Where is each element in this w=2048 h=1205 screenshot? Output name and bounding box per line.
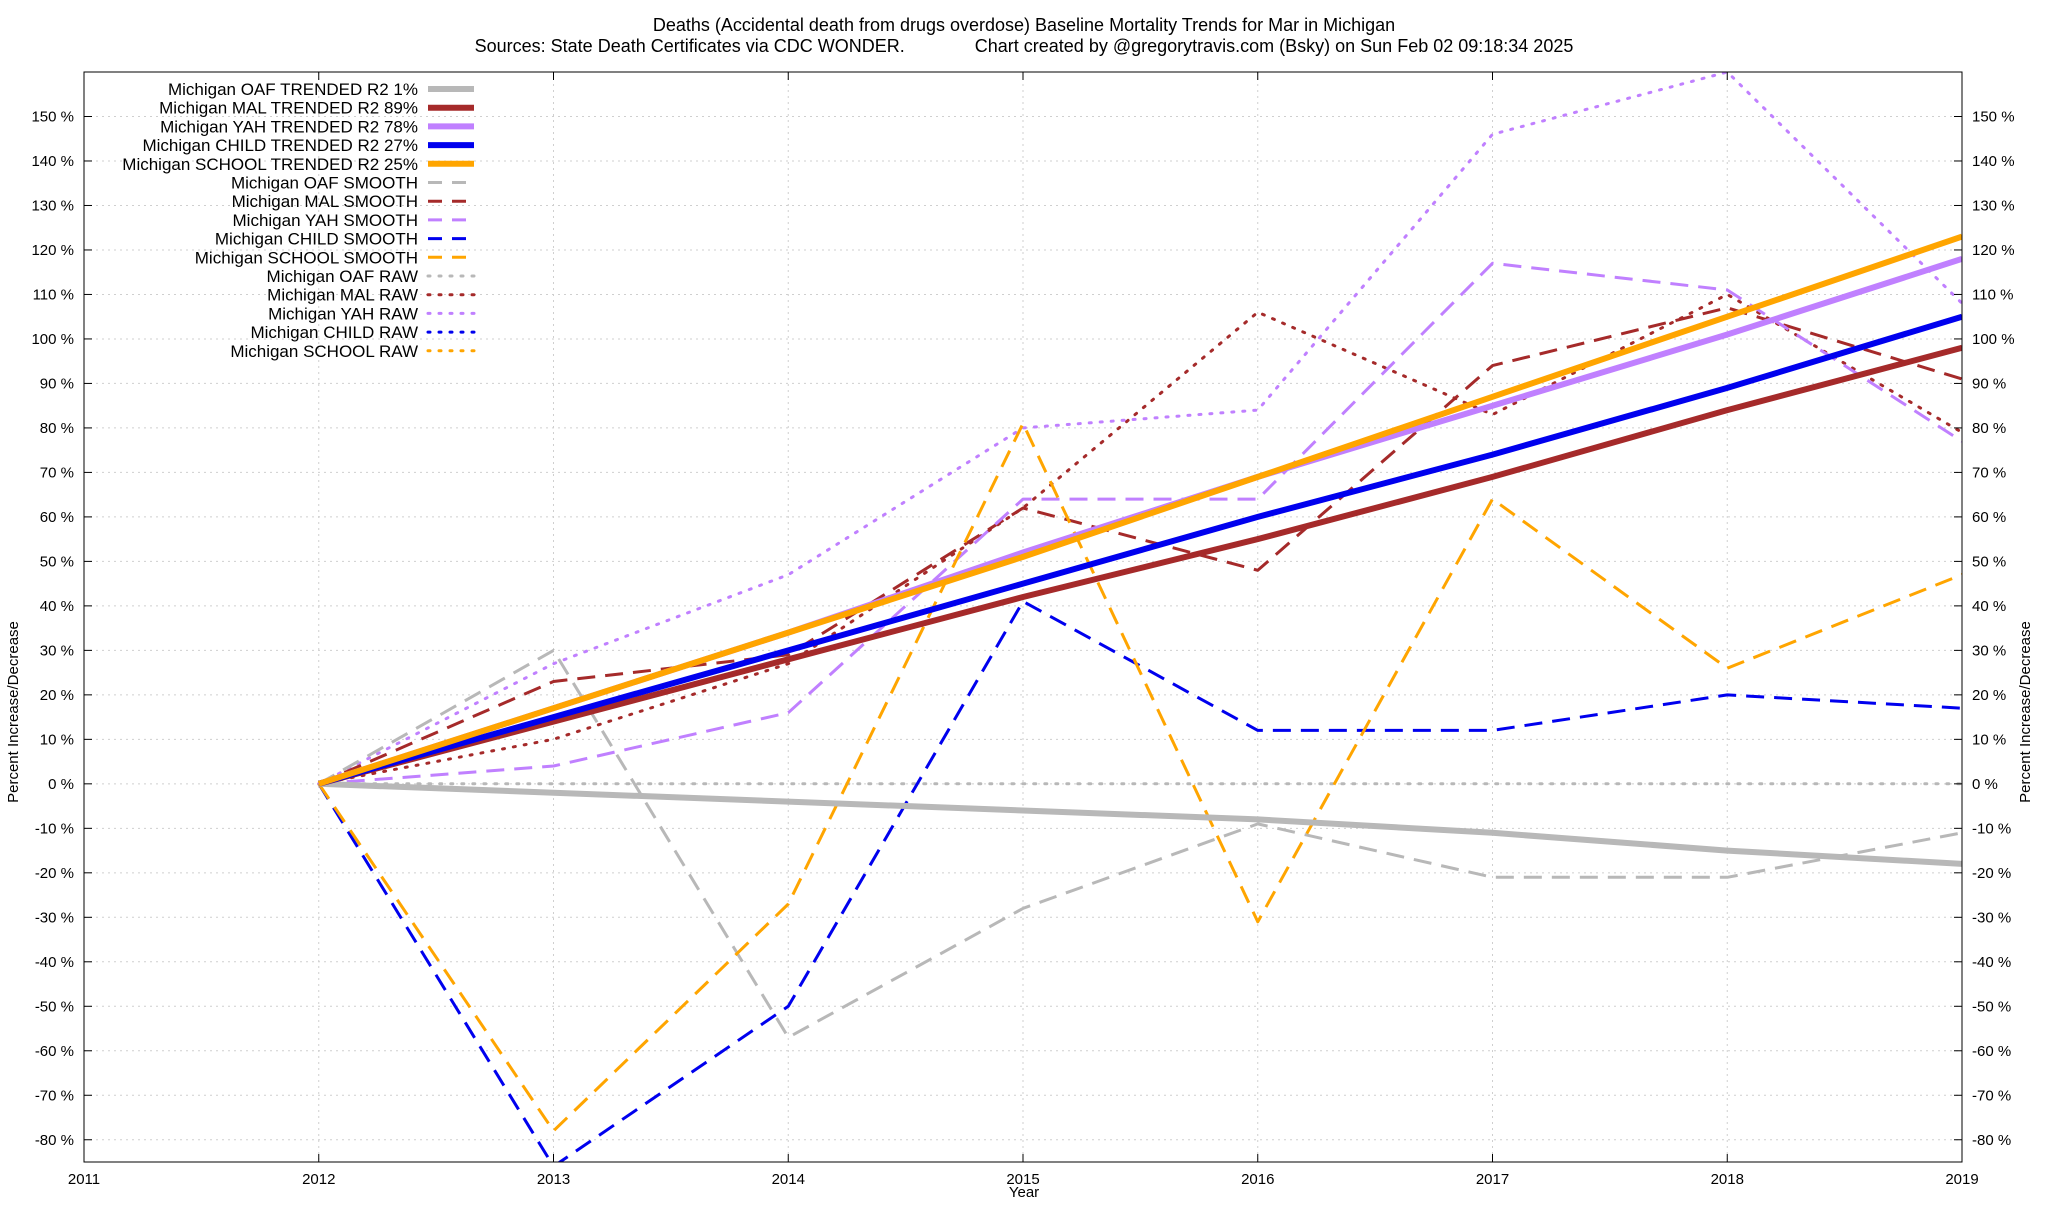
x-tick-label: 2016 [1241,1171,1274,1188]
legend-label: Michigan OAF SMOOTH [231,174,418,193]
y-tick-label-left: -50 % [35,998,74,1015]
y-tick-label-left: 40 % [40,598,74,615]
axes [83,71,1963,1163]
series-line-9 [317,422,1962,1133]
y-tick-label-right: 130 % [1972,197,2015,214]
y-tick-label-right: 20 % [1972,687,2006,704]
series-line-6 [318,306,1962,786]
legend-label: Michigan MAL RAW [267,286,418,305]
y-tick-label-left: -60 % [35,1043,74,1060]
y-tick-label-right: -50 % [1972,998,2011,1015]
y-tick-label-right: 40 % [1972,598,2006,615]
legend-label: Michigan MAL TRENDED R2 89% [159,99,418,118]
y-tick-label-right: 140 % [1972,153,2015,170]
x-axis-label: Year [1009,1184,1039,1200]
x-tick-label: 2019 [1945,1171,1978,1188]
y-tick-label-left: -10 % [35,820,74,837]
y-tick-label-right: -10 % [1972,820,2011,837]
y-tick-label-right: 90 % [1972,375,2006,392]
legend-label: Michigan SCHOOL SMOOTH [195,248,418,267]
y-tick-label-right: -70 % [1972,1087,2011,1104]
series-line-4 [317,233,1962,787]
y-tick-label-right: -80 % [1972,1132,2011,1149]
y-tick-label-left: 0 % [48,776,74,793]
y-axis-label-right: Percent Increase/Decrease [2017,621,2034,803]
y-tick-label-left: 20 % [40,687,74,704]
y-tick-label-right: 70 % [1972,464,2006,481]
y-tick-label-left: 120 % [31,242,74,259]
legend-label: Michigan SCHOOL TRENDED R2 25% [122,155,418,174]
y-tick-label-left: -70 % [35,1087,74,1104]
y-axis-label-left: Percent Increase/Decrease [5,621,22,803]
legend-label: Michigan YAH TRENDED R2 78% [160,117,418,136]
y-tick-label-right: -30 % [1972,909,2011,926]
y-tick-label-left: 70 % [40,464,74,481]
plot-frame [83,71,1963,1163]
y-tick-label-left: -20 % [35,865,74,882]
y-tick-label-left: 30 % [40,642,74,659]
y-tick-label-left: -40 % [35,954,74,971]
y-tick-label-left: 10 % [40,731,74,748]
y-tick-label-left: 100 % [31,331,74,348]
tick-labels: -80 % -80 % -70 % -70 % -60 % -60 % -50 % -50 %… [31,108,2014,1188]
series-line-3 [317,313,1962,787]
y-tick-label-right: -40 % [1972,954,2011,971]
y-tick-label-left: -30 % [35,909,74,926]
y-tick-label-right: 100 % [1972,331,2015,348]
legend-label: Michigan CHILD TRENDED R2 27% [142,136,418,155]
chart-subtitle: Sources: State Death Certificates via CD… [475,36,1574,56]
y-tick-label-left: -80 % [35,1132,74,1149]
y-tick-label-right: 10 % [1972,731,2006,748]
legend-label: Michigan YAH RAW [268,304,418,323]
y-tick-label-right: 150 % [1972,108,2015,125]
chart-title: Deaths (Accidental death from drugs over… [653,15,1395,35]
y-tick-label-right: 110 % [1972,286,2013,303]
series-line-8 [317,599,1962,1162]
x-tick-label: 2017 [1476,1171,1509,1188]
legend-label: Michigan SCHOOL RAW [230,342,418,361]
y-tick-label-left: 90 % [40,375,74,392]
y-tick-label-right: 50 % [1972,553,2006,570]
legend: Michigan OAF TRENDED R2 1%Michigan MAL T… [122,80,476,361]
x-tick-label: 2014 [772,1171,805,1188]
y-tick-label-left: 130 % [31,197,74,214]
series-line-5 [318,648,1962,1039]
legend-label: Michigan CHILD RAW [250,323,418,342]
legend-label: Michigan CHILD SMOOTH [215,230,418,249]
series-line-1 [318,344,1962,787]
y-tick-label-right: 120 % [1972,242,2015,259]
y-tick-label-left: 140 % [31,153,74,170]
x-tick-label: 2015 [1006,1171,1039,1188]
y-tick-label-left: 60 % [40,509,74,526]
legend-label: Michigan OAF TRENDED R2 1% [168,80,418,99]
y-tick-label-right: 0 % [1972,776,1998,793]
series-line-7 [318,261,1962,786]
y-tick-label-right: 60 % [1972,509,2006,526]
y-tick-label-right: -60 % [1972,1043,2011,1060]
y-tick-label-right: 80 % [1972,420,2006,437]
x-tick-label: 2018 [1711,1171,1744,1188]
series-line-11 [317,292,1962,786]
x-tick-label: 2012 [302,1171,335,1188]
x-tick-label: 2013 [537,1171,570,1188]
y-tick-label-left: 150 % [31,108,74,125]
series-layer [317,72,1962,1162]
y-tick-label-left: 50 % [40,553,74,570]
legend-label: Michigan OAF RAW [267,267,418,286]
legend-label: Michigan YAH SMOOTH [233,211,418,230]
x-tick-label: 2011 [68,1171,100,1188]
y-tick-label-left: 80 % [40,420,74,437]
y-tick-label-right: -20 % [1972,865,2011,882]
series-line-0 [318,780,1962,867]
y-tick-label-left: 110 % [33,286,74,303]
legend-label: Michigan MAL SMOOTH [232,192,418,211]
y-tick-label-right: 30 % [1972,642,2006,659]
